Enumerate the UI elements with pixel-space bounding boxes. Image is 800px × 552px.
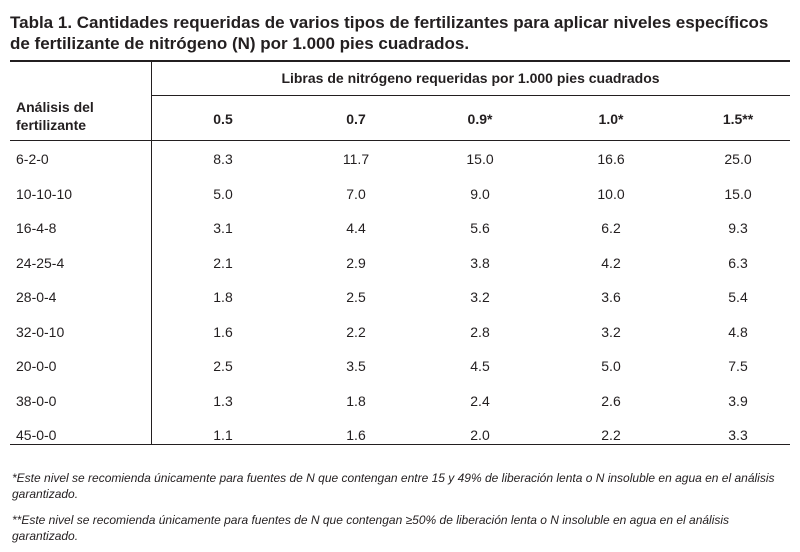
- table-cell: 16.6: [597, 151, 625, 167]
- column-header: 1.0*: [598, 111, 624, 127]
- table-cell: 3.6: [601, 289, 621, 305]
- table-cell: 3.8: [470, 254, 490, 271]
- table-cell: 2.1: [213, 254, 233, 271]
- fertilizer-analysis: 45-0-0: [16, 427, 57, 443]
- table-cell: 1.8: [346, 392, 366, 409]
- table-cell: 1.8: [213, 289, 233, 305]
- table-title: Tabla 1. Cantidades requeridas de varios…: [10, 12, 790, 54]
- table-cell: 3.2: [601, 323, 621, 340]
- table-cell: 15.0: [724, 185, 752, 202]
- table-cell: 2.0: [470, 427, 490, 443]
- table-cell: 4.8: [728, 323, 748, 340]
- table-cell: 2.8: [470, 323, 490, 340]
- column-header: 0.9*: [467, 111, 493, 127]
- table-cell: 1.1: [213, 427, 233, 443]
- fertilizer-analysis: 6-2-0: [16, 151, 49, 167]
- header-rule: [10, 140, 790, 141]
- table-cell: 9.3: [728, 220, 748, 236]
- table-cell: 2.2: [601, 427, 621, 443]
- table-cell: 2.4: [470, 392, 490, 409]
- table-cell: 9.0: [470, 185, 490, 202]
- table-cell: 7.0: [346, 185, 366, 202]
- table-cell: 4.4: [346, 220, 366, 236]
- fertilizer-table: Análisis del fertilizante Libras de nitr…: [10, 60, 790, 445]
- table-cell: 15.0: [466, 151, 494, 167]
- table-cell: 2.6: [601, 392, 621, 409]
- table-cell: 5.0: [213, 185, 233, 202]
- table-cell: 3.2: [470, 289, 490, 305]
- fertilizer-analysis: 20-0-0: [16, 358, 57, 374]
- table-cell: 2.5: [213, 358, 233, 374]
- table-cell: 1.6: [213, 323, 233, 340]
- table-cell: 25.0: [724, 151, 752, 167]
- table-cell: 6.3: [728, 254, 748, 271]
- fertilizer-analysis: 38-0-0: [16, 392, 57, 409]
- table-column-divider: [151, 60, 152, 445]
- column-header: 0.5: [213, 111, 233, 127]
- group-header: Libras de nitrógeno requeridas por 1.000…: [281, 70, 660, 86]
- table-cell: 4.5: [470, 358, 490, 374]
- table-number: Tabla 1.: [10, 13, 73, 32]
- table-cell: 5.6: [470, 220, 490, 236]
- table-cell: 1.6: [346, 427, 366, 443]
- fertilizer-analysis: 24-25-4: [16, 254, 65, 271]
- table-caption: Cantidades requeridas de varios tipos de…: [10, 13, 769, 53]
- fertilizer-analysis: 10-10-10: [16, 185, 73, 202]
- table-cell: 3.5: [346, 358, 366, 374]
- group-header-rule: [151, 95, 790, 96]
- table-cell: 1.3: [213, 392, 233, 409]
- table-cell: 5.0: [601, 358, 621, 374]
- row-header: Análisis del fertilizante: [16, 99, 94, 133]
- table-cell: 2.9: [346, 254, 366, 271]
- fertilizer-analysis: 28-0-4: [16, 289, 57, 305]
- table-cell: 3.1: [213, 220, 233, 236]
- table-cell: 5.4: [728, 289, 748, 305]
- footnote-single-asterisk: *Este nivel se recomienda únicamente par…: [12, 471, 775, 501]
- column-header: 0.7: [346, 111, 366, 127]
- table-cell: 10.0: [597, 185, 625, 202]
- column-header: 1.5**: [722, 111, 754, 127]
- table-cell: 6.2: [601, 220, 621, 236]
- fertilizer-analysis: 32-0-10: [16, 323, 65, 340]
- table-cell: 3.9: [728, 392, 748, 409]
- table-bottom-rule: [10, 444, 790, 445]
- table-cell: 4.2: [601, 254, 621, 271]
- table-cell: 2.5: [346, 289, 366, 305]
- table-cell: 2.2: [346, 323, 366, 340]
- fertilizer-analysis: 16-4-8: [16, 220, 57, 236]
- table-top-rule: [10, 60, 790, 62]
- table-cell: 11.7: [342, 151, 370, 167]
- table-cell: 7.5: [728, 358, 748, 374]
- table-cell: 3.3: [728, 427, 748, 443]
- table-cell: 8.3: [213, 151, 233, 167]
- footnote-double-asterisk: **Este nivel se recomienda únicamente pa…: [12, 513, 730, 543]
